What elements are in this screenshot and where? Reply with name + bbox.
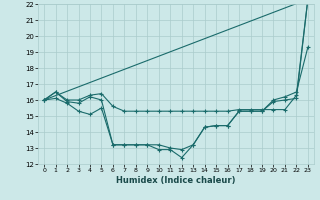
X-axis label: Humidex (Indice chaleur): Humidex (Indice chaleur) [116, 176, 236, 185]
